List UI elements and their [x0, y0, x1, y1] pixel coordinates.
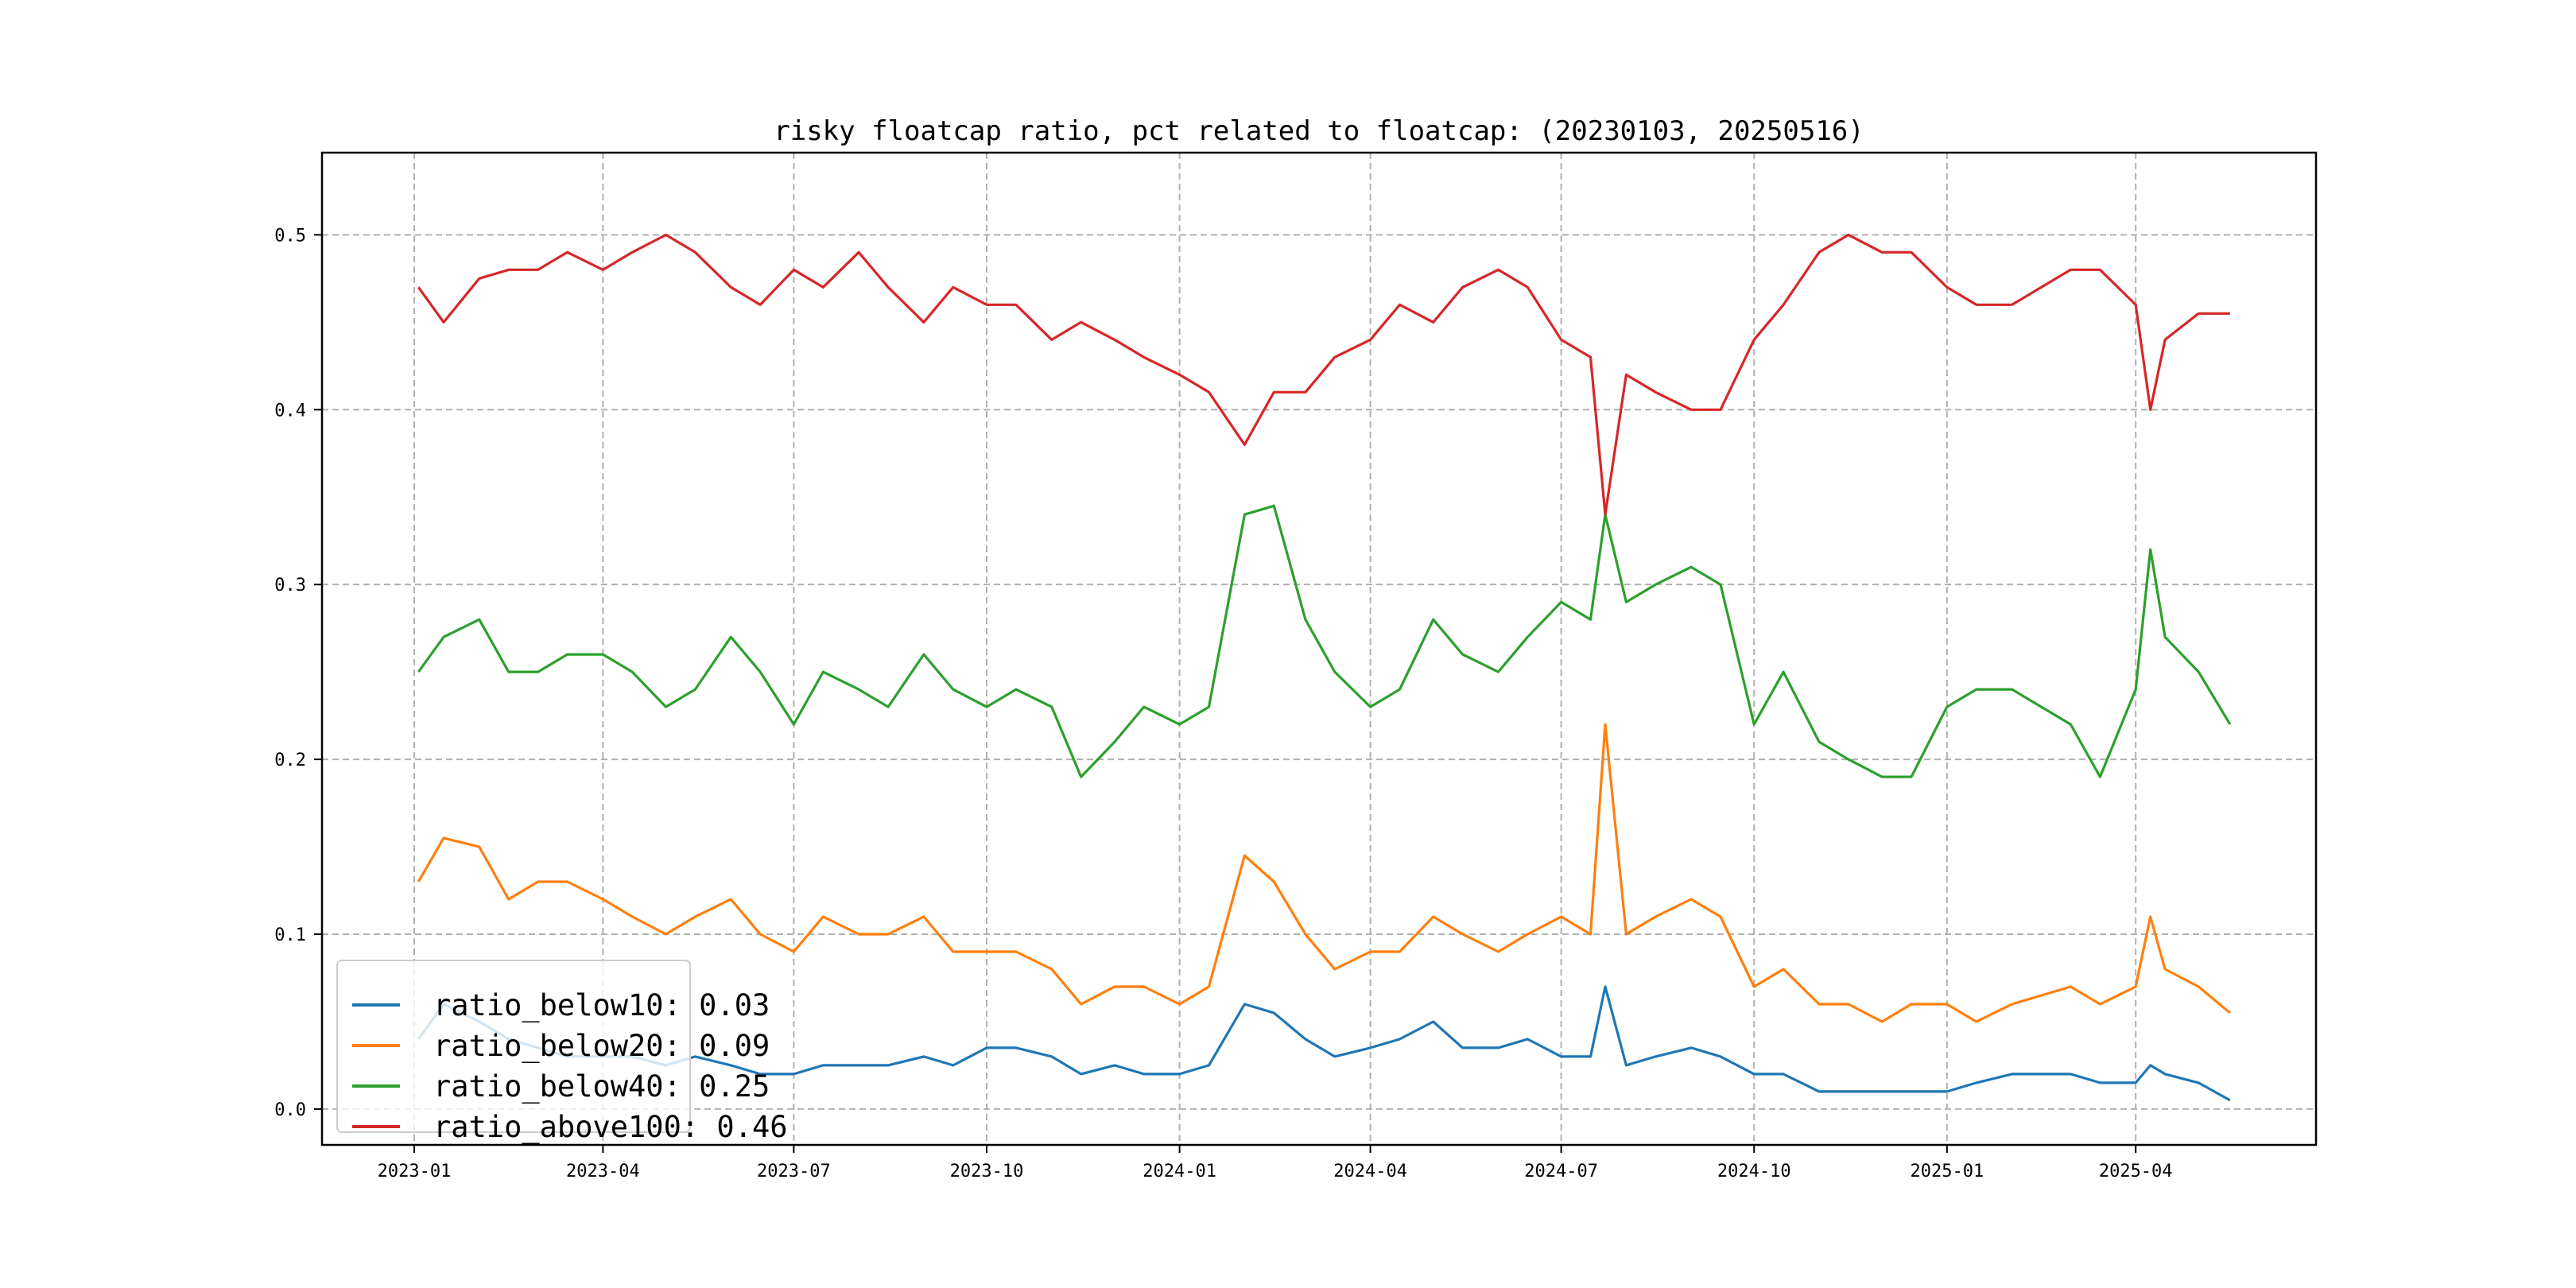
series-line-ratio_below40 — [417, 504, 2232, 778]
x-tick-label: 2023-10 — [950, 1162, 1024, 1181]
legend-label-ratio_below40: ratio_below40: 0.25 — [433, 1069, 770, 1104]
x-tick-label: 2023-01 — [378, 1162, 452, 1181]
y-tick-label: 0.2 — [274, 751, 306, 770]
x-axis: 2023-01 2023-04 2023-07 2023-10 2024-01 2024-… — [378, 1145, 2173, 1181]
series-line-ratio_below20 — [417, 723, 2231, 1023]
x-tick-label: 2024-07 — [1524, 1162, 1598, 1181]
y-tick-label: 0.0 — [274, 1100, 306, 1120]
y-tick-label: 0.4 — [274, 401, 306, 421]
y-tick-label: 0.3 — [274, 576, 306, 596]
legend-label-ratio_above100: ratio_above100: 0.46 — [433, 1110, 788, 1145]
x-tick-label: 2023-07 — [757, 1162, 831, 1181]
x-tick-label: 2024-10 — [1717, 1162, 1791, 1181]
x-tick-label: 2023-04 — [566, 1162, 640, 1181]
x-tick-label: 2024-01 — [1143, 1162, 1216, 1181]
x-tick-label: 2025-01 — [1910, 1162, 1984, 1181]
legend-label-ratio_below10: ratio_below10: 0.03 — [433, 988, 770, 1023]
legend: ratio_below10: 0.03 ratio_below20: 0.09 ra… — [336, 960, 788, 1145]
plot-frame — [320, 151, 2318, 1146]
series-lines — [417, 233, 2232, 1102]
series-line-ratio_above100 — [417, 233, 2230, 516]
y-tick-label: 0.5 — [274, 226, 306, 246]
x-tick-label: 2024-04 — [1333, 1162, 1407, 1181]
y-tick-label: 0.1 — [274, 925, 306, 945]
x-tick-label: 2025-04 — [2099, 1162, 2173, 1181]
legend-label-ratio_below20: ratio_below20: 0.09 — [433, 1029, 770, 1064]
series-line-ratio_below10 — [417, 985, 2231, 1102]
legend-box — [336, 960, 691, 1133]
chart-title: risky floatcap ratio, pct related to flo… — [774, 115, 1864, 147]
y-axis: 0.0 0.1 0.2 0.3 0.4 0.5 — [274, 226, 322, 1120]
